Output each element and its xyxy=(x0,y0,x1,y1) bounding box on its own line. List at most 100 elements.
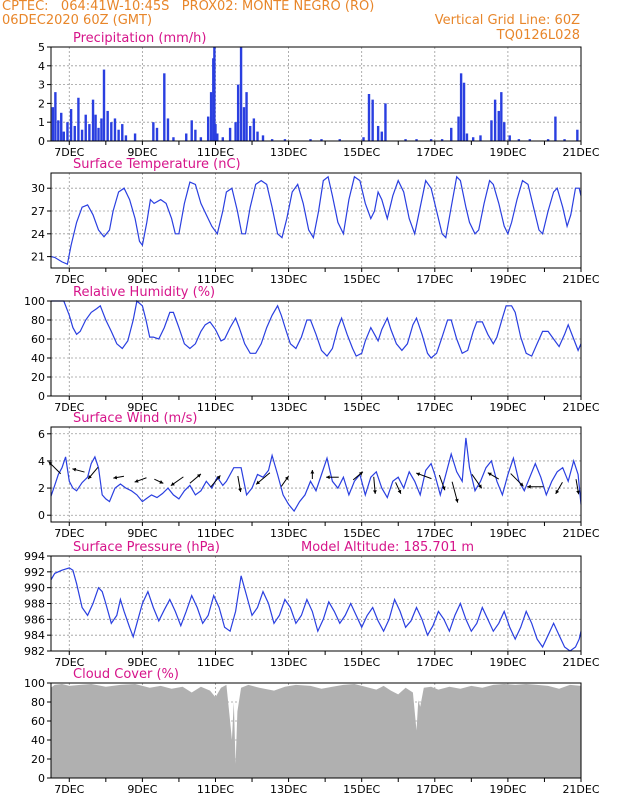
x-tick-label: 19DEC xyxy=(489,146,526,159)
y-tick-label: 21 xyxy=(31,251,45,264)
precip-bar xyxy=(185,133,188,141)
precip-bar xyxy=(256,131,259,141)
wind-arrow xyxy=(555,481,563,495)
run-date-line: 06DEC2020 60Z (GMT) xyxy=(2,13,153,28)
y-tick-label: 40 xyxy=(31,734,45,747)
precip-bar xyxy=(528,139,532,141)
precip-bar xyxy=(508,135,511,141)
x-tick-label: 11DEC xyxy=(197,527,234,540)
precip-bar xyxy=(236,84,240,141)
panel-title-pressure: Surface Pressure (hPa) xyxy=(73,540,220,555)
x-tick-label: 9DEC xyxy=(127,273,157,286)
chart-header: CPTEC: 064:41W-10:45S PROX02: MONTE NEGR… xyxy=(0,0,618,46)
precip-bar xyxy=(228,127,232,141)
y-tick-label: 24 xyxy=(31,228,45,241)
y-tick-label: 0 xyxy=(38,390,45,403)
wind-arrow xyxy=(237,475,242,493)
precip-bar xyxy=(362,137,365,141)
panel-title-temp: Surface Temperature (nC) xyxy=(73,157,241,172)
precip-bar xyxy=(69,109,73,141)
x-tick-label: 7DEC xyxy=(54,527,84,540)
precip-bar xyxy=(124,135,128,141)
precip-bar xyxy=(213,47,216,141)
wind-arrow xyxy=(471,473,483,489)
x-tick-label: 19DEC xyxy=(489,273,526,286)
precip-bar xyxy=(338,139,341,141)
y-tick-label: 40 xyxy=(31,352,45,365)
x-tick-label: 13DEC xyxy=(270,401,307,414)
y-tick-label: 984 xyxy=(24,629,45,642)
x-tick-label: 21DEC xyxy=(562,527,599,540)
precip-bar xyxy=(249,125,252,141)
precip-bar xyxy=(60,112,63,141)
panel-cloud: 0 20 40 60 80 100 7DEC 9DEC 11DEC 13DEC 15DEC 17DEC… xyxy=(24,667,600,796)
x-tick-label: 15DEC xyxy=(343,783,380,796)
precip-bar xyxy=(239,47,243,141)
y-tick-label: 30 xyxy=(31,182,45,195)
precip-bar xyxy=(152,122,155,141)
precip-bar xyxy=(57,120,60,141)
precip-bar xyxy=(97,127,100,141)
precip-bar xyxy=(209,92,213,141)
y-tick-label: 3 xyxy=(38,79,45,92)
y-tick-label: 100 xyxy=(24,295,45,308)
precip-bar xyxy=(190,120,193,141)
y-tick-label: 990 xyxy=(24,582,45,595)
wind-arrow xyxy=(210,475,221,488)
x-tick-label: 21DEC xyxy=(562,401,599,414)
x-tick-label: 13DEC xyxy=(270,273,307,286)
precip-bar xyxy=(384,103,387,141)
panel-title-rh: Relative Humidity (%) xyxy=(73,285,215,300)
precip-bar xyxy=(503,122,506,141)
panel-title-wind: Surface Wind (m/s) xyxy=(73,411,197,426)
x-tick-label: 11DEC xyxy=(197,146,234,159)
x-tick-label: 9DEC xyxy=(127,783,157,796)
precip-bar xyxy=(367,94,371,141)
x-tick-label: 7DEC xyxy=(54,273,84,286)
wind-arrow xyxy=(438,474,446,491)
y-tick-label: 0 xyxy=(38,135,45,148)
precip-bar xyxy=(493,99,497,141)
y-tick-label: 2 xyxy=(38,97,45,110)
x-tick-label: 21DEC xyxy=(562,656,599,669)
x-tick-label: 17DEC xyxy=(416,656,453,669)
x-tick-label: 17DEC xyxy=(416,783,453,796)
y-tick-label: 20 xyxy=(31,753,45,766)
precip-bar xyxy=(517,139,521,141)
y-tick-label: 20 xyxy=(31,371,45,384)
series-line-temp xyxy=(50,175,582,266)
precip-bar xyxy=(479,135,482,141)
panel-title-precip: Precipitation (mm/h) xyxy=(73,31,206,46)
x-tick-label: 19DEC xyxy=(489,783,526,796)
wind-arrow xyxy=(189,473,202,484)
location-line: CPTEC: 064:41W-10:45S PROX02: MONTE NEGR… xyxy=(2,0,375,14)
precip-bar xyxy=(73,125,76,141)
precip-bar xyxy=(450,127,453,141)
precip-bar xyxy=(194,129,197,141)
wind-arrow xyxy=(310,470,315,479)
x-tick-label: 13DEC xyxy=(270,146,307,159)
y-tick-label: 2 xyxy=(38,482,45,495)
precip-bar xyxy=(576,129,579,141)
precip-bar xyxy=(121,124,124,141)
x-tick-label: 19DEC xyxy=(489,656,526,669)
precip-bar xyxy=(309,139,312,141)
wind-arrow xyxy=(280,475,289,487)
y-tick-label: 100 xyxy=(24,677,45,690)
precip-bar xyxy=(429,139,433,141)
wind-arrow xyxy=(487,472,499,480)
precip-bar xyxy=(172,137,175,141)
precip-bar xyxy=(497,110,500,141)
precip-bar xyxy=(261,135,265,141)
x-tick-label: 15DEC xyxy=(343,656,380,669)
wind-arrow xyxy=(134,477,147,483)
precip-bar xyxy=(270,139,274,141)
precip-bar xyxy=(206,116,210,141)
precip-bar xyxy=(80,129,84,141)
wind-arrow xyxy=(326,475,339,480)
precip-bar xyxy=(404,139,407,141)
precip-bar xyxy=(94,114,97,141)
wind-arrow xyxy=(154,478,164,484)
precip-bar xyxy=(500,92,503,141)
x-tick-label: 13DEC xyxy=(270,527,307,540)
